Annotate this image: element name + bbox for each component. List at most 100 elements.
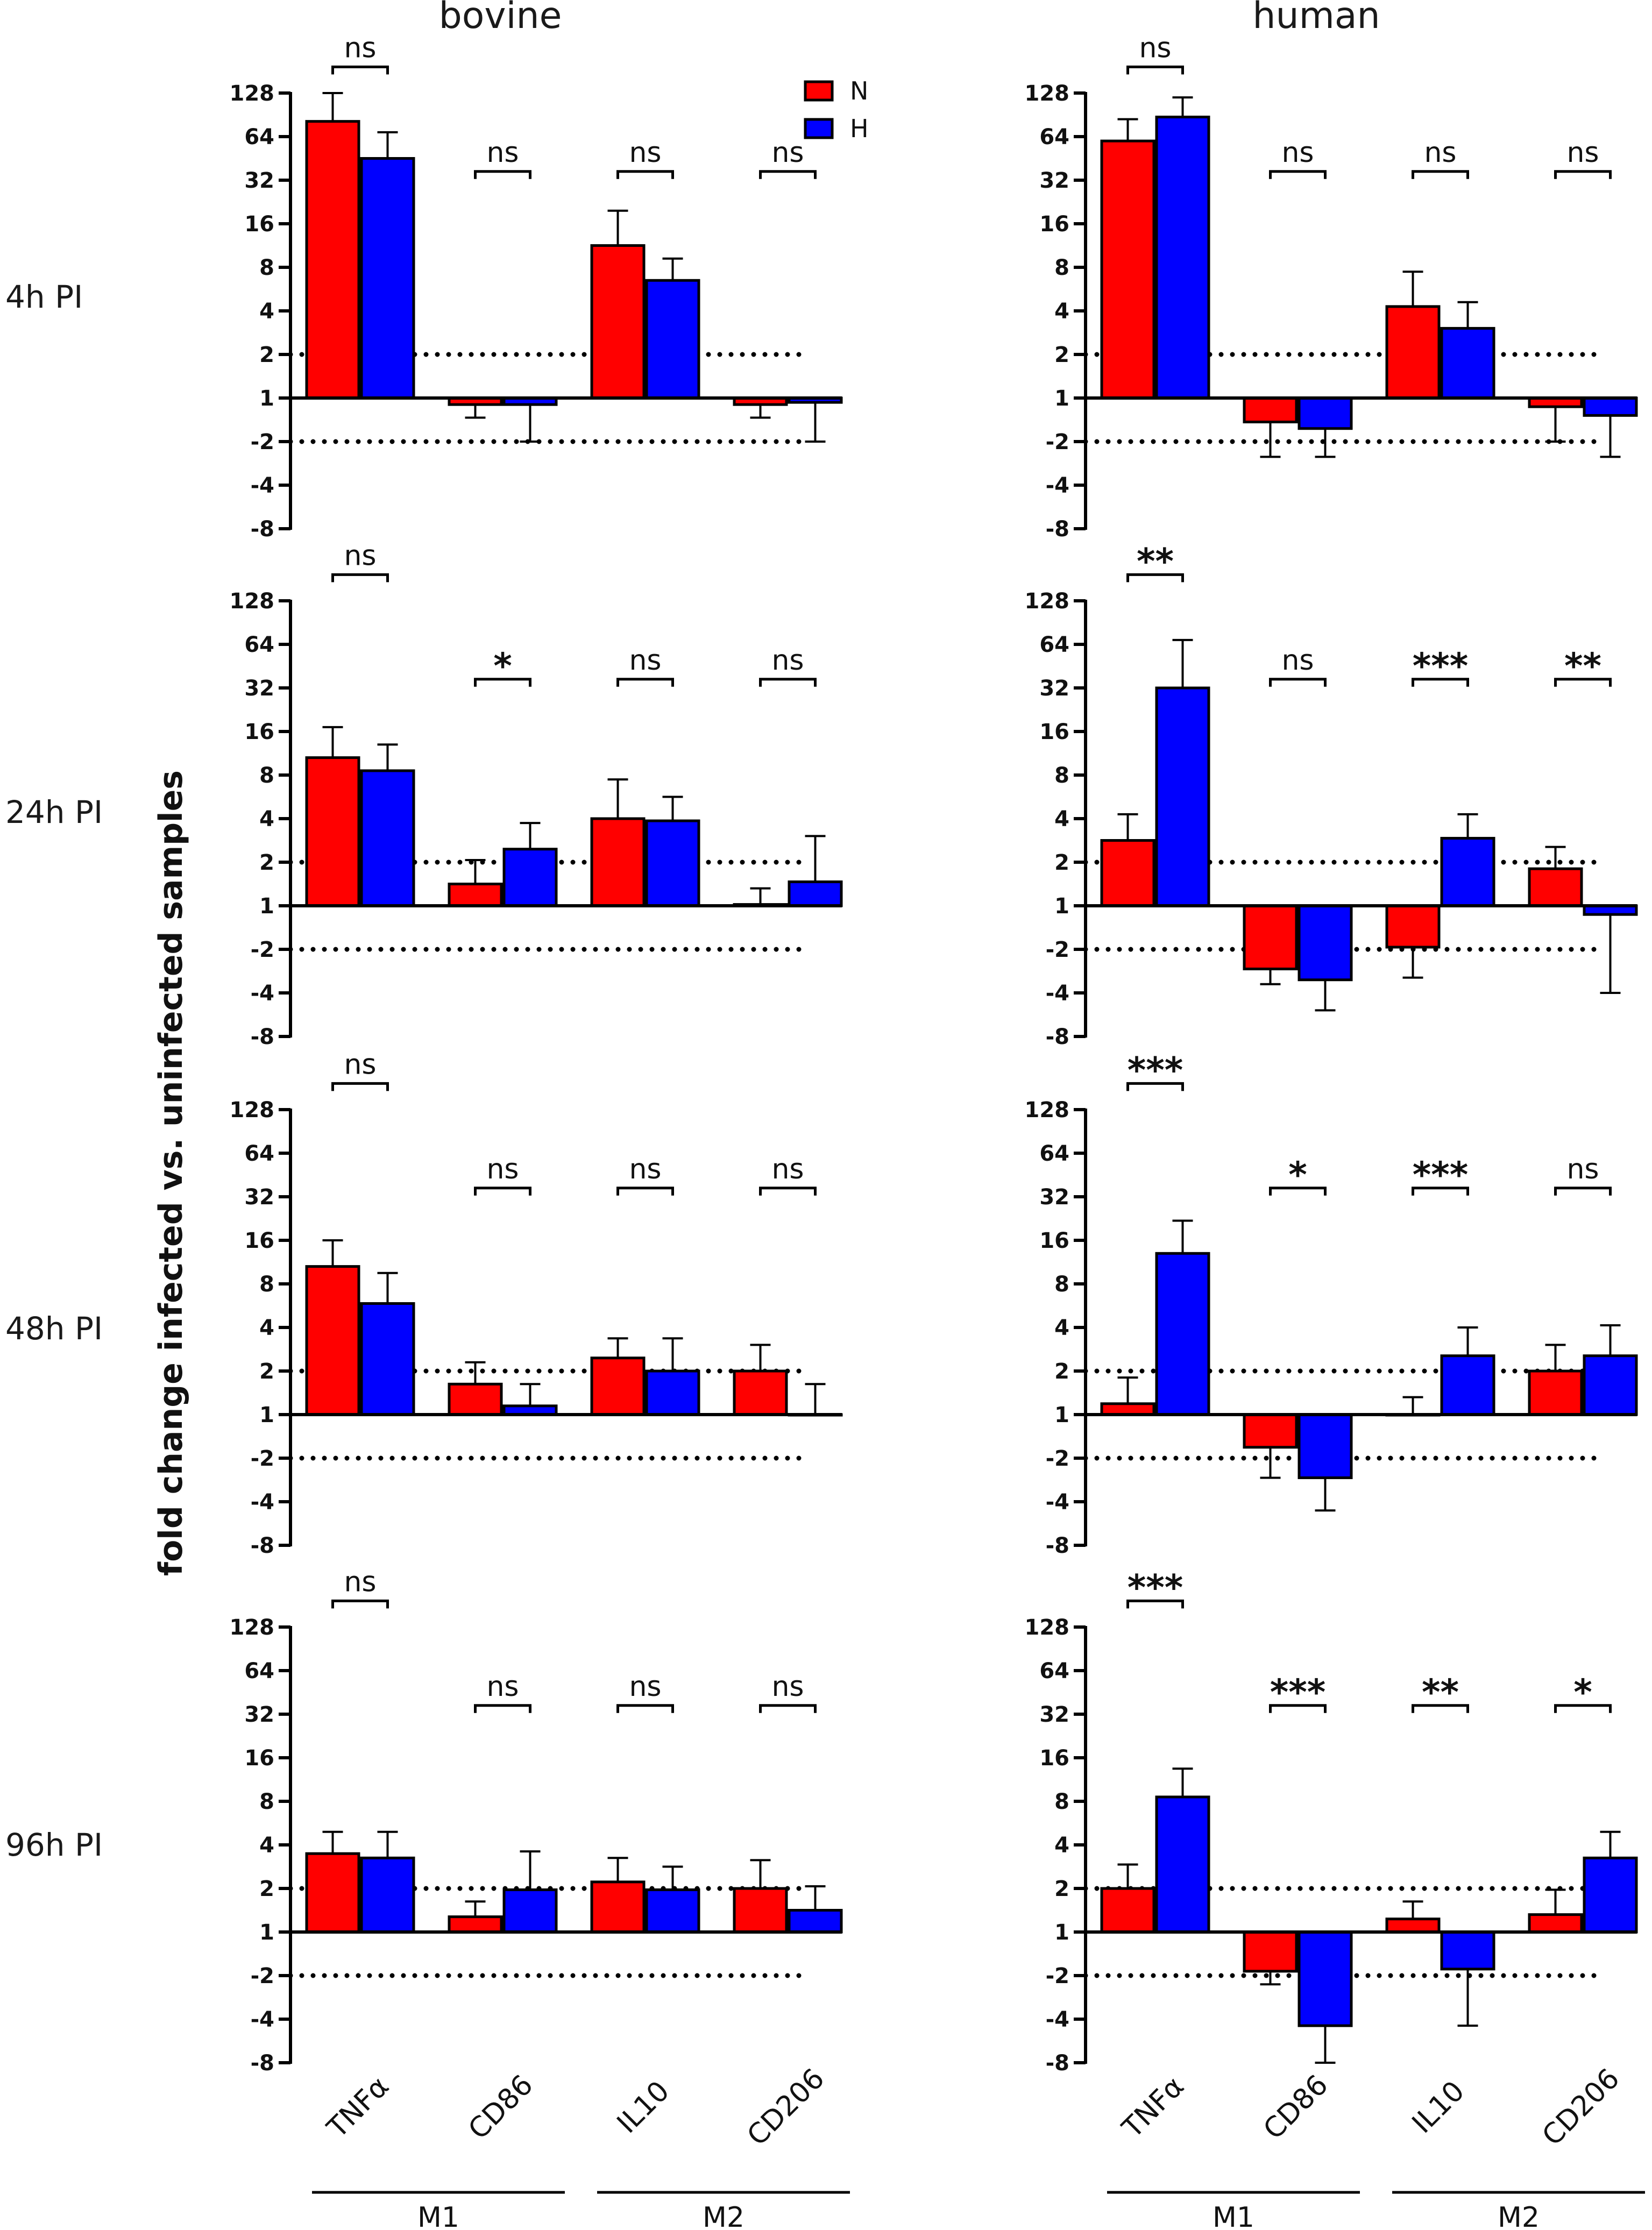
y-tick-label: 16 <box>244 720 274 744</box>
bar-n-cd206 <box>1528 1913 1583 1934</box>
y-tick-label: 64 <box>244 125 274 150</box>
bar-h-cd206 <box>1583 1856 1638 1934</box>
y-tick-label: 16 <box>244 212 274 237</box>
bar-h-cd86 <box>1298 1413 1353 1479</box>
bar-n-tnf- <box>1100 839 1155 907</box>
bar-n-tnf- <box>1100 1887 1155 1934</box>
y-tick-label: 64 <box>1039 1659 1069 1684</box>
bar-h-cd86 <box>502 848 558 907</box>
significance-bracket-il10 <box>616 1187 674 1196</box>
bar-n-cd86 <box>1243 1413 1298 1449</box>
y-tick-label: 1 <box>259 1920 274 1945</box>
y-tick-label: 32 <box>244 168 274 193</box>
y-tick-label: 8 <box>259 763 274 788</box>
significance-label-cd86: * <box>1288 1154 1307 1196</box>
panel-bovine-96h-pi: 128 64 32 16 8 4 2 1 -2 -4 -8 ns ns ns ns <box>230 1566 843 2076</box>
significance-bracket-cd86 <box>1269 1187 1327 1196</box>
y-tick-label: -8 <box>251 2051 274 2076</box>
bar-n-cd86 <box>1243 396 1298 424</box>
y-tick-label: -4 <box>251 1490 274 1515</box>
bar-h-cd86 <box>1298 1930 1353 2027</box>
y-tick-label: 16 <box>1039 720 1069 744</box>
y-tick-label: 4 <box>259 807 274 832</box>
y-tick-label: 16 <box>1039 1228 1069 1253</box>
y-tick-label: 32 <box>1039 1702 1069 1727</box>
y-tick-label: -4 <box>1046 981 1069 1006</box>
bar-h-cd206 <box>788 1909 843 1934</box>
bar-h-tnf- <box>1155 116 1210 400</box>
significance-bracket-cd86 <box>474 1187 531 1196</box>
y-tick-label: 128 <box>1025 1615 1070 1640</box>
y-tick-label: -2 <box>251 1964 274 1988</box>
y-tick-label: 8 <box>259 1789 274 1814</box>
bar-h-il10 <box>1440 326 1495 400</box>
significance-label-cd206: ** <box>1564 645 1601 687</box>
bar-n-tnf- <box>305 1265 360 1416</box>
y-tick-label: 128 <box>1025 589 1070 614</box>
significance-bracket-tnf- <box>1126 1599 1184 1609</box>
bar-n-cd86 <box>448 1382 503 1416</box>
bar-h-il10 <box>1440 1354 1495 1416</box>
y-tick-label: -8 <box>1046 517 1069 542</box>
y-tick-label: 2 <box>1054 850 1069 875</box>
y-tick-label: 32 <box>244 1702 274 1727</box>
significance-label-cd206: ns <box>771 644 804 677</box>
bar-n-il10 <box>590 1357 646 1416</box>
y-tick-label: 32 <box>244 1185 274 1210</box>
y-tick-label: 1 <box>259 386 274 411</box>
bar-h-tnf- <box>1155 686 1210 907</box>
row-label-48h: 48h PI <box>5 1310 103 1347</box>
y-tick-label: 2 <box>1054 1877 1069 1901</box>
y-tick-label: 4 <box>259 1316 274 1340</box>
y-tick-label: -2 <box>251 1446 274 1471</box>
y-tick-label: -4 <box>1046 473 1069 498</box>
y-tick-label: 2 <box>1054 1359 1069 1384</box>
significance-label-il10: *** <box>1413 645 1469 687</box>
y-axis-label: fold change infected vs. uninfected samp… <box>152 770 190 1576</box>
y-tick-label: 4 <box>1054 1833 1069 1858</box>
bar-n-tnf- <box>1100 139 1155 400</box>
y-tick-label: 32 <box>244 676 274 701</box>
y-tick-label: 64 <box>244 1141 274 1166</box>
legend-label-n: N <box>850 76 868 105</box>
y-tick-label: 4 <box>259 299 274 324</box>
legend-swatch-n <box>804 80 834 102</box>
bar-h-cd206 <box>1583 1354 1638 1416</box>
y-tick-label: 128 <box>230 1098 275 1123</box>
y-tick-label: 8 <box>259 255 274 280</box>
y-tick-label: -4 <box>1046 2007 1069 2032</box>
bar-n-il10 <box>590 244 646 400</box>
significance-label-il10: *** <box>1413 1154 1469 1196</box>
bar-h-cd86 <box>502 1888 558 1934</box>
significance-bracket-il10 <box>1412 170 1469 179</box>
bar-n-cd206 <box>1528 867 1583 907</box>
bar-h-tnf- <box>360 1856 415 1934</box>
bar-h-tnf- <box>360 1302 415 1416</box>
row-label-4h: 4h PI <box>5 279 83 315</box>
y-tick-label: 8 <box>259 1272 274 1297</box>
legend-label-h: H <box>850 114 869 143</box>
significance-label-il10: ** <box>1422 1672 1459 1713</box>
bar-n-tnf- <box>305 1852 360 1934</box>
y-tick-label: -4 <box>1046 1490 1069 1515</box>
significance-bracket-il10 <box>1412 1187 1469 1196</box>
bar-n-cd86 <box>1243 1930 1298 1973</box>
column-title-bovine: bovine <box>439 0 562 37</box>
y-tick-label: 8 <box>1054 255 1069 280</box>
significance-bracket-il10 <box>1412 678 1469 687</box>
group-label-m2: M2 <box>1498 2201 1540 2230</box>
panel-bovine-24h-pi: 128 64 32 16 8 4 2 1 -2 -4 -8 ns * ns ns <box>230 539 843 1049</box>
y-tick-label: 4 <box>1054 299 1069 324</box>
significance-bracket-cd86 <box>1269 170 1327 179</box>
legend: N H <box>804 76 869 143</box>
bar-h-il10 <box>1440 1930 1495 1971</box>
bar-n-cd206 <box>733 1887 788 1934</box>
significance-bracket-cd206 <box>759 1187 817 1196</box>
significance-label-tnf-: ns <box>344 1566 376 1598</box>
y-tick-label: 32 <box>1039 1185 1069 1210</box>
bar-n-cd206 <box>1528 1369 1583 1416</box>
bar-n-il10 <box>1385 305 1441 400</box>
group-label-m1: M1 <box>1213 2201 1254 2230</box>
